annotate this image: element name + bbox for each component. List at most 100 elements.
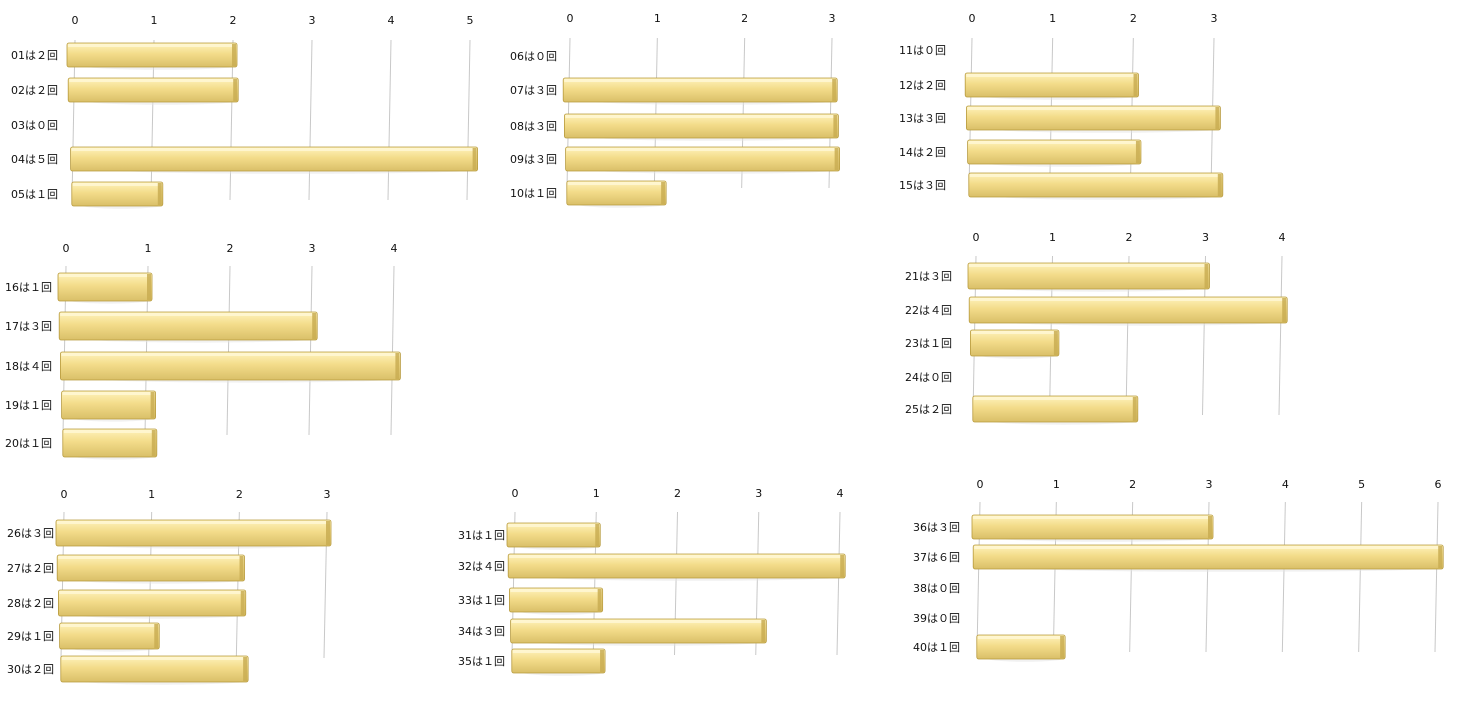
bar-chart-4: 0 1 2 3 4 16は１回 17は３回 18は４回 19は１回 20は１回 xyxy=(5,242,401,460)
bar-end-cap xyxy=(595,524,600,546)
bar-highlight xyxy=(567,182,666,185)
bar xyxy=(562,77,838,103)
bar-end-cap xyxy=(1204,264,1209,288)
category-label: 05は１回 xyxy=(11,188,58,201)
x-tick-label: 0 xyxy=(61,488,68,501)
x-tick-label: 2 xyxy=(1129,478,1136,491)
bar xyxy=(57,272,153,302)
x-tick-label: 1 xyxy=(145,242,152,255)
bar xyxy=(971,514,1214,540)
bar-end-cap xyxy=(240,591,245,615)
bar-highlight xyxy=(512,650,605,653)
x-tick-label: 1 xyxy=(1049,231,1056,244)
category-label: 08は３回 xyxy=(510,120,557,133)
category-label: 22は４回 xyxy=(905,304,952,317)
bar xyxy=(968,172,1224,198)
bar-end-cap xyxy=(761,620,766,642)
gridline xyxy=(387,39,392,201)
bar-highlight xyxy=(63,430,156,433)
bar xyxy=(566,180,667,206)
bar-highlight xyxy=(511,620,766,623)
bar-highlight xyxy=(61,353,400,356)
x-tick-label: 3 xyxy=(829,12,836,25)
category-label: 07は３回 xyxy=(510,84,557,97)
bar-highlight xyxy=(69,79,238,82)
bar-end-cap xyxy=(1133,74,1138,96)
x-tick-label: 5 xyxy=(1358,478,1365,491)
bar-end-cap xyxy=(1053,331,1058,355)
x-tick-label: 4 xyxy=(1282,478,1289,491)
x-tick-label: 2 xyxy=(236,488,243,501)
bar-highlight xyxy=(509,555,845,558)
category-label: 27は２回 xyxy=(7,562,54,575)
gridline xyxy=(836,511,841,656)
x-tick-label: 3 xyxy=(324,488,331,501)
bar-highlight xyxy=(968,141,1140,144)
x-tick-label: 1 xyxy=(1053,478,1060,491)
x-tick-label: 2 xyxy=(741,12,748,25)
x-tick-label: 1 xyxy=(593,487,600,500)
category-label: 01は２回 xyxy=(11,49,58,62)
bar-end-cap xyxy=(233,79,238,101)
bar-chart-2: 0 1 2 3 06は０回 07は３回 08は３回 09は３回 10は１回 xyxy=(510,12,840,208)
bar xyxy=(59,622,160,650)
bar-end-cap xyxy=(1217,174,1222,196)
category-label: 38は０回 xyxy=(913,582,960,595)
bar-highlight xyxy=(970,298,1287,301)
gridline xyxy=(1358,501,1363,653)
bar-highlight xyxy=(967,107,1220,110)
bar-highlight xyxy=(974,546,1443,549)
category-label: 29は１回 xyxy=(7,630,54,643)
bar-end-cap xyxy=(472,148,477,170)
bar-end-cap xyxy=(834,148,839,170)
x-tick-label: 3 xyxy=(309,242,316,255)
x-tick-label: 3 xyxy=(1202,231,1209,244)
bar-highlight xyxy=(565,115,838,118)
bar-end-cap xyxy=(232,44,236,66)
bar-highlight xyxy=(71,148,477,151)
x-tick-label: 2 xyxy=(1126,231,1133,244)
bar xyxy=(972,395,1139,423)
bar-chart-8: 0 1 2 3 4 5 6 36は３回 37は６回 38は０回 39は０回 40は１回 xyxy=(913,478,1444,662)
bar xyxy=(507,553,846,579)
bar-end-cap xyxy=(832,79,837,101)
bar-end-cap xyxy=(154,624,159,648)
bar-end-cap xyxy=(1208,516,1212,538)
bar-end-cap xyxy=(597,589,602,611)
x-tick-label: 1 xyxy=(654,12,661,25)
category-label: 39は０回 xyxy=(913,612,960,625)
category-label: 33は１回 xyxy=(458,594,505,607)
bar-highlight xyxy=(60,313,317,316)
bar-highlight xyxy=(508,524,600,527)
bar xyxy=(61,390,156,420)
bar-end-cap xyxy=(1282,298,1287,322)
bar-highlight xyxy=(977,636,1065,639)
category-label: 40は１回 xyxy=(913,641,960,654)
category-label: 20は１回 xyxy=(5,437,52,450)
x-tick-label: 1 xyxy=(1049,12,1056,25)
bar-end-cap xyxy=(1132,397,1137,421)
x-tick-label: 2 xyxy=(227,242,234,255)
bar xyxy=(970,329,1060,357)
category-label: 34は３回 xyxy=(458,625,505,638)
gridline xyxy=(390,265,395,436)
bar-end-cap xyxy=(151,430,156,456)
category-label: 15は３回 xyxy=(899,179,946,192)
x-tick-label: 0 xyxy=(63,242,70,255)
bar xyxy=(966,105,1221,131)
bar-highlight xyxy=(973,397,1137,400)
bar-end-cap xyxy=(150,392,155,418)
bar-highlight xyxy=(59,591,245,594)
category-label: 19は１回 xyxy=(5,399,52,412)
category-label: 31は１回 xyxy=(458,529,505,542)
bar xyxy=(976,634,1066,660)
bar xyxy=(967,139,1142,165)
bar-end-cap xyxy=(1135,141,1140,163)
bar xyxy=(55,519,332,547)
bar-highlight xyxy=(68,44,236,47)
bar-end-cap xyxy=(600,650,605,672)
gridline xyxy=(308,265,313,436)
bar-highlight xyxy=(969,264,1209,267)
category-label: 17は３回 xyxy=(5,320,52,333)
